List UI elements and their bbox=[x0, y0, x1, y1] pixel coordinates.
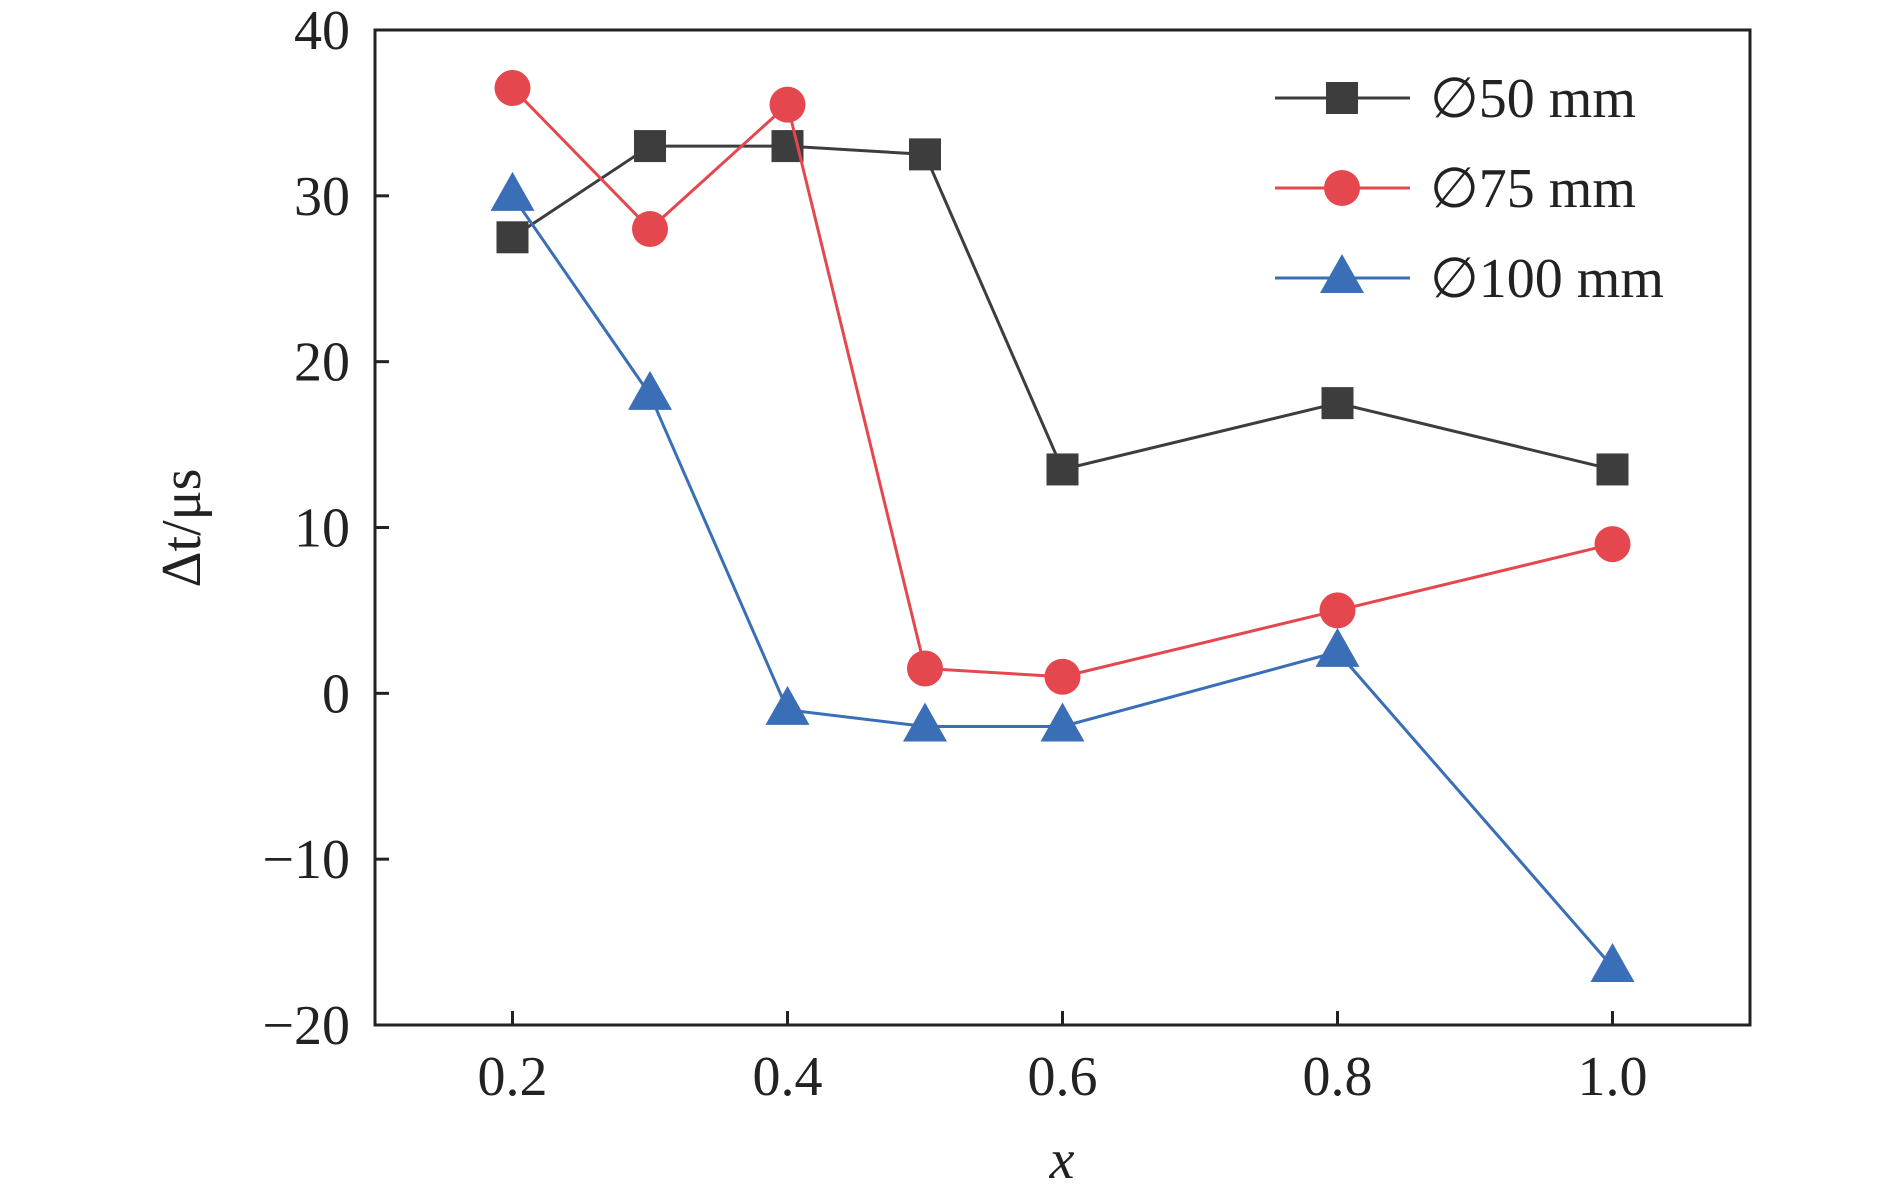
data-point bbox=[1596, 453, 1629, 486]
y-axis-label: Δt/μs bbox=[151, 469, 213, 588]
data-point bbox=[909, 138, 941, 171]
series-2 bbox=[494, 70, 1631, 695]
series-line bbox=[511, 194, 1614, 968]
data-point bbox=[496, 221, 529, 254]
data-point bbox=[769, 86, 806, 123]
legend-marker bbox=[1320, 254, 1364, 293]
data-point bbox=[1319, 592, 1356, 629]
legend-item: ∅50 mm bbox=[1275, 68, 1636, 130]
y-axis: −20 −10 0 10 20 30 40 bbox=[262, 0, 389, 1057]
x-tick-label: 1.0 bbox=[1578, 1046, 1648, 1108]
data-point bbox=[490, 171, 535, 211]
data-point bbox=[903, 702, 947, 742]
y-tick-label: −20 bbox=[262, 995, 350, 1057]
legend-label: ∅75 mm bbox=[1430, 158, 1636, 220]
data-point bbox=[1044, 658, 1081, 695]
data-point bbox=[628, 370, 672, 410]
series-3 bbox=[490, 171, 1635, 982]
y-tick-label: −10 bbox=[262, 829, 350, 891]
legend-label: ∅100 mm bbox=[1430, 248, 1664, 310]
y-tick-label: 10 bbox=[294, 498, 350, 560]
x-tick-label: 0.6 bbox=[1028, 1046, 1098, 1108]
legend-marker bbox=[1326, 82, 1358, 114]
x-tick-label: 0.8 bbox=[1303, 1046, 1373, 1108]
legend: ∅50 mm ∅75 mm ∅100 mm bbox=[1275, 68, 1664, 310]
data-point bbox=[494, 70, 531, 107]
data-point bbox=[1046, 453, 1079, 486]
x-axis-label: x bbox=[1049, 1129, 1075, 1191]
y-tick-label: 30 bbox=[294, 166, 350, 228]
legend-item: ∅100 mm bbox=[1275, 248, 1664, 310]
x-tick-label: 0.4 bbox=[753, 1046, 823, 1108]
data-point bbox=[634, 130, 666, 163]
data-point bbox=[632, 211, 668, 247]
y-tick-label: 0 bbox=[322, 663, 350, 725]
data-point bbox=[1594, 526, 1631, 563]
y-tick-label: 40 bbox=[294, 0, 350, 62]
data-point bbox=[1321, 387, 1354, 420]
data-point bbox=[765, 685, 810, 725]
series-layer bbox=[490, 70, 1635, 982]
y-tick-label: 20 bbox=[294, 332, 350, 394]
legend-label: ∅50 mm bbox=[1430, 68, 1636, 130]
x-axis: 0.2 0.4 0.6 0.8 1.0 bbox=[478, 1011, 1648, 1108]
x-tick-label: 0.2 bbox=[478, 1046, 548, 1108]
data-point bbox=[1590, 942, 1635, 982]
legend-item: ∅75 mm bbox=[1275, 158, 1636, 220]
data-point bbox=[1040, 702, 1085, 742]
data-point bbox=[1315, 627, 1360, 667]
legend-marker bbox=[1324, 170, 1360, 206]
data-point bbox=[907, 650, 943, 687]
